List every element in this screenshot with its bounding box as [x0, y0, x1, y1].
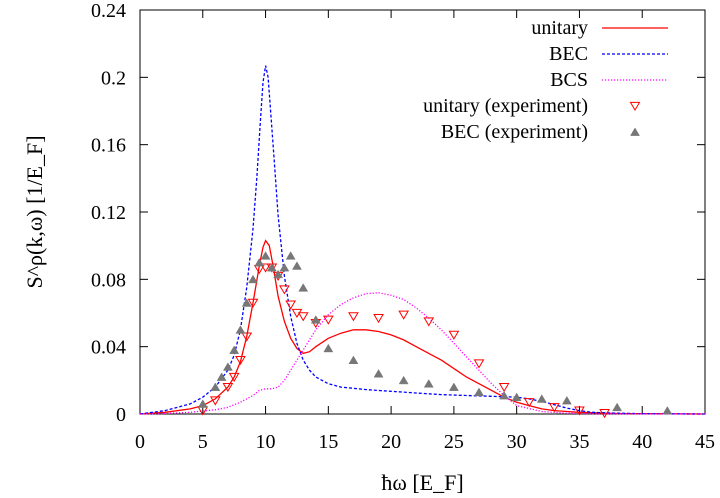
data-point-0 [235, 356, 246, 366]
x-tick-label: 25 [444, 431, 464, 453]
data-point-1 [241, 298, 252, 307]
data-point-0 [348, 312, 359, 322]
data-point-0 [498, 382, 510, 393]
data-point-1 [662, 406, 673, 415]
legend-marker [630, 127, 640, 136]
x-tick-label: 10 [256, 431, 276, 453]
legend-label: unitary (experiment) [423, 95, 588, 117]
data-point-1 [373, 369, 384, 378]
data-point-1 [511, 392, 522, 402]
data-point-1 [561, 395, 572, 405]
data-point-1 [298, 283, 309, 292]
axis-ticks: 0 5 10 15 20 25 30 35 40 45 0 0.04 0.08 0.12 0.16 0.2 0.… [91, 0, 715, 453]
data-point-1 [536, 394, 547, 403]
data-point-1 [248, 274, 258, 284]
data-point-0 [448, 330, 460, 340]
data-point-0 [423, 317, 435, 327]
x-tick-label: 45 [695, 431, 715, 453]
data-point-1 [310, 315, 321, 324]
series-line-2 [139, 292, 706, 415]
x-tick-label: 15 [318, 431, 338, 453]
x-axis-title: ħω [E_F] [381, 470, 463, 495]
data-point-0 [285, 300, 297, 310]
data-point-0 [222, 382, 234, 393]
data-point-0 [260, 263, 271, 273]
data-point-1 [216, 372, 227, 381]
x-tick-label: 20 [381, 431, 401, 453]
data-point-1 [398, 375, 409, 385]
legend: unitary BEC BCS unitary (experiment) BEC (ex… [423, 17, 668, 143]
data-point-0 [228, 372, 240, 383]
data-point-0 [279, 285, 290, 295]
data-point-1 [474, 387, 484, 396]
x-tick-label: 30 [507, 431, 527, 453]
data-point-0 [209, 396, 221, 406]
data-point-1 [197, 399, 208, 408]
data-point-1 [323, 343, 334, 353]
data-point-1 [423, 379, 434, 388]
y-axis-title: S^ρ(k,ω) [1/E_F] [22, 135, 47, 288]
data-point-1 [260, 251, 271, 260]
legend-label: BEC (experiment) [441, 121, 588, 143]
legend-label: BEC [549, 43, 588, 65]
data-point-1 [273, 269, 284, 279]
data-point-1 [448, 382, 459, 391]
data-point-1 [285, 251, 296, 260]
data-point-1 [292, 261, 302, 270]
data-point-1 [210, 382, 221, 391]
data-point-0 [523, 398, 535, 408]
data-point-1 [279, 263, 290, 272]
data-point-0 [373, 313, 384, 324]
y-tick-label: 0.16 [91, 135, 126, 157]
data-point-1 [499, 390, 510, 400]
y-tick-label: 0 [116, 404, 126, 426]
data-point-1 [612, 402, 623, 412]
series-layer [139, 65, 706, 415]
y-tick-label: 0.24 [91, 0, 126, 22]
data-point-0 [548, 403, 560, 413]
series-line-1 [139, 65, 706, 415]
data-point-1 [222, 362, 233, 371]
y-tick-label: 0.12 [91, 202, 126, 224]
data-point-0 [574, 406, 585, 416]
data-point-1 [254, 257, 265, 267]
series-line-0 [139, 239, 706, 415]
y-tick-label: 0.2 [101, 67, 126, 89]
plot-frame [139, 9, 706, 415]
data-point-0 [297, 312, 309, 322]
data-point-0 [322, 315, 334, 325]
data-point-1 [235, 325, 246, 334]
plot-border [139, 9, 706, 415]
legend-label: unitary [531, 17, 588, 39]
x-tick-label: 35 [569, 431, 589, 453]
y-tick-label: 0.08 [91, 269, 126, 291]
data-point-1 [229, 345, 240, 354]
y-tick-label: 0.04 [91, 337, 126, 359]
x-tick-label: 0 [135, 431, 145, 453]
data-point-0 [473, 359, 485, 369]
data-point-1 [266, 263, 277, 272]
x-tick-label: 40 [632, 431, 652, 453]
legend-label: BCS [550, 69, 588, 91]
data-point-0 [247, 298, 259, 308]
data-point-0 [398, 310, 410, 320]
data-point-1 [348, 355, 359, 364]
x-tick-label: 5 [198, 431, 208, 453]
data-point-0 [599, 409, 610, 419]
legend-marker [629, 101, 641, 112]
data-point-0 [241, 332, 253, 342]
scatter-layer [197, 251, 673, 419]
